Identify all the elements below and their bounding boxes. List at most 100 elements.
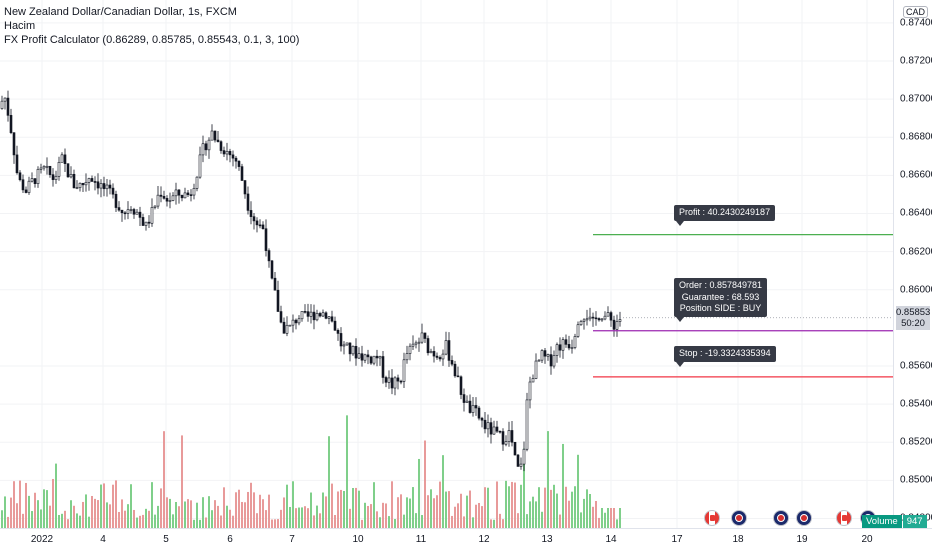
volume-bar [277,519,279,528]
volume-bar [421,515,423,528]
candle-body [489,422,493,435]
volume-bar [106,502,108,528]
candle-body [69,173,73,178]
event-flag-ca-icon[interactable] [704,510,720,526]
volume-bar [517,513,519,528]
candle-body [96,181,100,189]
event-flag-nz-icon[interactable] [731,510,747,526]
candle-body [138,211,142,218]
candle-body [474,405,478,409]
candle-body [213,130,217,141]
candle-body [567,344,571,349]
volume-bar [328,436,330,528]
volume-bar [214,500,216,528]
candle-body [453,363,457,377]
volume-bar [496,481,498,528]
event-flag-nz-icon[interactable] [796,510,812,526]
candle-body [363,354,367,361]
candle-body [174,189,178,197]
volume-bar [358,490,360,528]
event-flag-nz-icon[interactable] [773,510,789,526]
candle-body [441,353,445,360]
volume-bar [580,512,582,528]
volume-bar [346,415,348,528]
volume-badge: Volume 947 [862,515,927,528]
candle-body [66,163,70,178]
candle-body [330,316,334,322]
stop-text: Stop : -19.3324335394 [679,348,771,358]
candle-body [60,154,64,163]
candle-body [192,188,196,196]
candle-body [120,209,124,214]
indicator-label[interactable]: FX Profit Calculator (0.86289, 0.85785, … [4,34,300,46]
candle-body [528,381,532,401]
volume-bar [232,515,234,528]
volume-bar [151,482,153,528]
volume-bar [454,506,456,528]
volume-bar [379,517,381,528]
volume-bar [265,510,267,528]
candle-body [444,340,448,355]
profit-label[interactable]: Profit : 40.2430249187 [674,205,776,225]
candle-body [585,318,589,321]
volume-bar [463,516,465,528]
volume-bar [445,491,447,528]
candle-body [396,377,400,382]
currency-badge[interactable]: CAD [903,6,929,18]
volume-bar [523,448,525,528]
candle-body [228,151,232,156]
candle-body [498,430,502,433]
candle-body [168,200,172,202]
candle-body [408,345,412,354]
candle-body [354,345,358,359]
candle-body [294,319,298,324]
volume-bar [595,501,597,528]
volume-bar [487,487,489,528]
volume-bar [259,494,261,528]
volume-bar [388,516,390,528]
current-price-badge: 0.85853 50:20 [896,305,930,330]
candle-body [51,174,55,180]
candle-body [531,378,535,383]
candle-body [195,176,199,189]
chart-legend: New Zealand Dollar/Canadian Dollar, 1s, … [4,5,299,47]
candle-body [519,463,523,467]
volume-bar [118,511,120,528]
candle-body [147,221,151,224]
candle-body [381,356,385,378]
volume-bar [73,505,75,528]
candle-body [516,454,520,467]
candle-body [189,194,193,196]
price-axis-separator [893,0,894,528]
candle-body [264,228,268,251]
volume-bar [610,508,612,528]
volume-indicator-label[interactable]: Hacim [4,20,36,32]
volume-bar [244,502,246,528]
volume-bar [37,500,39,528]
candle-body [324,312,328,319]
time-axis-separator [0,528,932,529]
symbol-title[interactable]: New Zealand Dollar/Canadian Dollar, 1s, … [4,6,237,18]
candle-body [432,351,436,357]
volume-bar [292,481,294,528]
volume-bar [397,497,399,528]
candle-body [225,151,229,155]
event-flag-ca-icon[interactable] [836,510,852,526]
candle-body [336,329,340,334]
stop-label[interactable]: Stop : -19.3324335394 [674,346,776,366]
time-tick-label: 2022 [30,534,54,545]
volume-bar [436,495,438,528]
candle-body [165,198,169,202]
time-tick-label: 14 [605,534,617,545]
candle-body [240,166,244,181]
candle-body [387,377,391,383]
order-label[interactable]: Order : 0.857849781 Guarantee : 68.593 P… [674,278,768,321]
volume-bar [484,487,486,528]
candle-body [513,441,517,456]
candle-body [132,209,136,215]
candle-body [285,324,289,334]
volume-badge-label: Volume [862,515,902,528]
